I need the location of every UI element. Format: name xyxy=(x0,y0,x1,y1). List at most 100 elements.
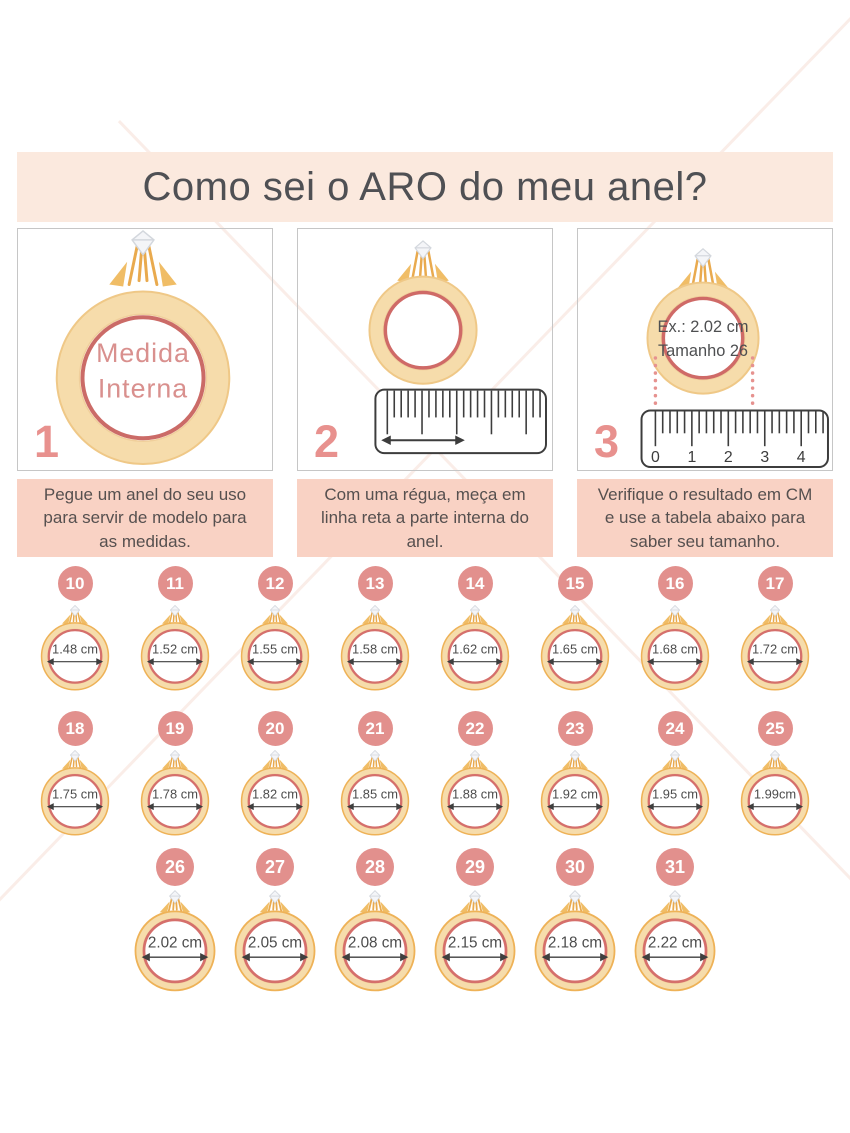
size-badge: 13 xyxy=(357,566,393,601)
ring-diameter-label: 1.65 cm xyxy=(552,641,598,656)
diamond-crown-icon xyxy=(559,890,591,914)
ring-band xyxy=(740,767,810,836)
ring-size-25: 25 1.99cm xyxy=(725,711,825,838)
diamond-crown-icon xyxy=(762,749,788,770)
ring-band xyxy=(440,767,510,836)
ring-band xyxy=(440,622,510,691)
size-badge: 27 xyxy=(256,848,294,886)
ring-size-17: 17 1.72 cm xyxy=(725,566,825,693)
ring-band xyxy=(240,622,310,691)
ring-diameter-label: 1.85 cm xyxy=(352,786,398,801)
size-badge: 17 xyxy=(757,566,793,601)
ring-size-28: 28 2.08 cm xyxy=(325,848,425,994)
size-badge: 20 xyxy=(257,711,293,746)
ring-icon: 1.58 cm xyxy=(340,604,410,691)
ring-icon: 2.05 cm xyxy=(234,890,316,992)
inner-measure-label-line2: Interna xyxy=(98,374,188,404)
ring-icon: 1.68 cm xyxy=(640,604,710,691)
size-badge: 22 xyxy=(457,711,493,746)
ring-band xyxy=(540,622,610,691)
steps-row: Medida Interna 1 xyxy=(17,228,833,471)
size-row: 18 1.75 cm 19 1.78 cm 20 1.82 cm 21 1.85 cm 22 1.… xyxy=(0,711,850,838)
ring-icon: 1.55 cm xyxy=(240,604,310,691)
ring-size-29: 29 2.15 cm xyxy=(425,848,525,994)
ring-band xyxy=(140,622,210,691)
size-badge: 12 xyxy=(257,566,293,601)
ring-diameter-label: 1.95 cm xyxy=(652,786,698,801)
ring-size-14: 14 1.62 cm xyxy=(425,566,525,693)
ring-size-15: 15 1.65 cm xyxy=(525,566,625,693)
ring-band xyxy=(646,281,760,395)
ring-icon: 1.88 cm xyxy=(440,749,510,836)
ruler-number: 3 xyxy=(760,449,769,466)
example-measure-label: Ex.: 2.02 cm xyxy=(658,318,749,336)
ruler-icon: 0 1 2 3 4 xyxy=(640,409,829,469)
ring-size-24: 24 1.95 cm xyxy=(625,711,725,838)
ring-icon: 1.72 cm xyxy=(740,604,810,691)
step-box-1: Medida Interna 1 xyxy=(17,228,273,471)
ring-band xyxy=(640,622,710,691)
size-badge: 29 xyxy=(456,848,494,886)
diamond-crown-icon xyxy=(462,749,488,770)
ring-size-21: 21 1.85 cm xyxy=(325,711,425,838)
ruler-number: 1 xyxy=(687,449,696,466)
size-badge: 23 xyxy=(557,711,593,746)
ring-diameter-label: 2.05 cm xyxy=(248,934,302,951)
diamond-crown-icon xyxy=(62,604,88,625)
ring-band xyxy=(40,767,110,836)
ring-diameter-label: 1.62 cm xyxy=(452,641,498,656)
diamond-crown-icon xyxy=(62,749,88,770)
ring-size-13: 13 1.58 cm xyxy=(325,566,425,693)
ring-icon: 2.18 cm xyxy=(534,890,616,992)
ruler-number: 4 xyxy=(797,449,806,466)
ring-icon: 1.85 cm xyxy=(340,749,410,836)
ring-band xyxy=(340,622,410,691)
ring-diameter-label: 1.48 cm xyxy=(52,641,98,656)
ring-diameter-label: 1.92 cm xyxy=(552,786,598,801)
ring-size-30: 30 2.18 cm xyxy=(525,848,625,994)
ring-diameter-label: 1.99cm xyxy=(754,786,796,801)
ring-icon: 1.48 cm xyxy=(40,604,110,691)
ring-icon: 1.82 cm xyxy=(240,749,310,836)
size-badge: 31 xyxy=(656,848,694,886)
size-badge: 11 xyxy=(157,566,193,601)
ring-size-12: 12 1.55 cm xyxy=(225,566,325,693)
ring-icon: 1.92 cm xyxy=(540,749,610,836)
size-badge: 21 xyxy=(357,711,393,746)
diamond-crown-icon xyxy=(762,604,788,625)
size-badge: 16 xyxy=(657,566,693,601)
ring-band xyxy=(340,767,410,836)
size-badge: 14 xyxy=(457,566,493,601)
step-number-3: 3 xyxy=(594,416,620,467)
size-badge: 10 xyxy=(57,566,93,601)
ring-diameter-label: 2.18 cm xyxy=(548,934,602,951)
ring-diameter-label: 1.75 cm xyxy=(52,786,98,801)
ring-icon: 1.75 cm xyxy=(40,749,110,836)
ring-diameter-label: 1.82 cm xyxy=(252,786,298,801)
ring-icon: 1.78 cm xyxy=(140,749,210,836)
ring-size-23: 23 1.92 cm xyxy=(525,711,625,838)
diamond-crown-icon xyxy=(659,890,691,914)
ring-band xyxy=(140,767,210,836)
ring-icon: 2.15 cm xyxy=(434,890,516,992)
diamond-crown-icon xyxy=(262,749,288,770)
ring-icon: 2.02 cm xyxy=(134,890,216,992)
diamond-crown-icon xyxy=(362,749,388,770)
size-badge: 30 xyxy=(556,848,594,886)
ring-diameter-label: 2.02 cm xyxy=(148,934,202,951)
page-header: Como sei o ARO do meu anel? xyxy=(17,152,833,222)
size-row: 10 1.48 cm 11 1.52 cm 12 1.55 cm 13 1.58 cm 14 1.… xyxy=(0,566,850,693)
ring-size-26: 26 2.02 cm xyxy=(125,848,225,994)
captions-row: Pegue um anel do seu uso para servir de … xyxy=(17,479,833,557)
ring-icon: 1.99cm xyxy=(740,749,810,836)
ring-diameter-label: 2.15 cm xyxy=(448,934,502,951)
ring-size-22: 22 1.88 cm xyxy=(425,711,525,838)
ring-band xyxy=(240,767,310,836)
ring-size-19: 19 1.78 cm xyxy=(125,711,225,838)
step-box-3: Ex.: 2.02 cm Tamanho 26 0 1 2 3 4 3 xyxy=(577,228,833,471)
ring-diameter-label: 1.68 cm xyxy=(652,641,698,656)
size-badge: 15 xyxy=(557,566,593,601)
size-badge: 28 xyxy=(356,848,394,886)
step-box-2: 2 xyxy=(297,228,553,471)
ring-diameter-label: 2.22 cm xyxy=(648,934,702,951)
